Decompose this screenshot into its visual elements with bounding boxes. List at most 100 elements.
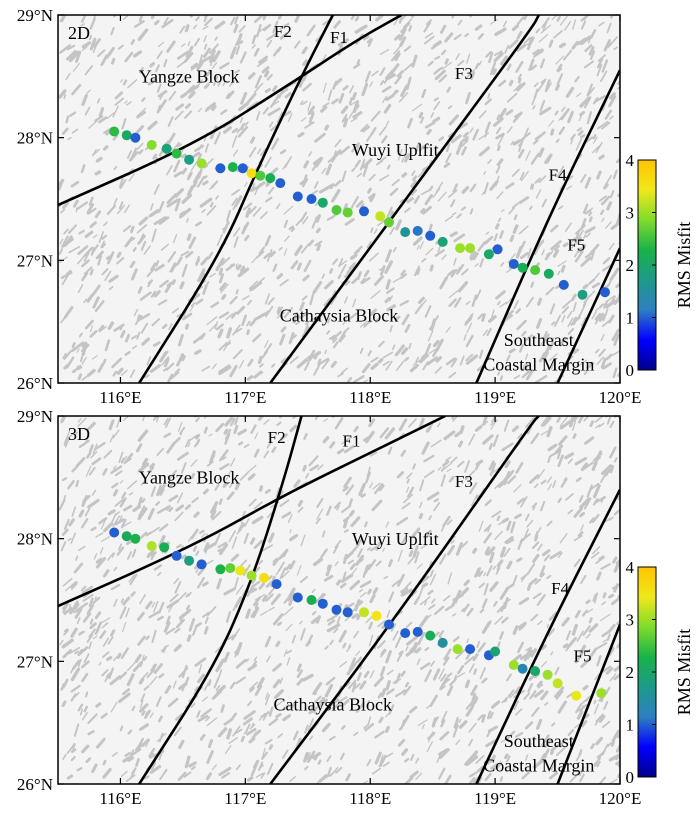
relief-stroke	[261, 751, 268, 760]
relief-stroke	[430, 40, 443, 50]
relief-stroke	[596, 170, 602, 180]
relief-stroke	[606, 742, 612, 748]
fault-label-f5: F5	[567, 236, 585, 255]
relief-stroke	[203, 15, 208, 23]
relief-stroke	[429, 694, 438, 707]
relief-stroke	[404, 356, 410, 362]
relief-stroke	[186, 173, 193, 181]
relief-stroke	[506, 309, 515, 317]
relief-stroke	[594, 761, 601, 767]
colorbar-tick-label: 4	[626, 151, 635, 170]
relief-stroke	[167, 373, 174, 383]
relief-stroke	[369, 193, 376, 203]
relief-stroke	[366, 758, 372, 767]
relief-stroke	[482, 416, 488, 426]
relief-stroke	[150, 15, 156, 20]
relief-stroke	[508, 207, 516, 215]
relief-stroke	[432, 345, 440, 358]
relief-stroke	[382, 547, 386, 552]
relief-stroke	[537, 620, 543, 626]
relief-stroke	[289, 776, 296, 783]
relief-stroke	[494, 615, 504, 625]
station-point	[375, 211, 386, 222]
relief-stroke	[244, 181, 248, 187]
relief-stroke	[459, 355, 465, 366]
relief-stroke	[353, 245, 363, 255]
relief-stroke	[190, 459, 198, 467]
relief-stroke	[70, 748, 77, 753]
relief-stroke	[247, 299, 253, 306]
relief-stroke	[593, 703, 599, 715]
relief-stroke	[226, 90, 235, 100]
relief-stroke	[335, 766, 343, 774]
relief-stroke	[349, 563, 357, 570]
relief-stroke	[293, 730, 299, 741]
relief-stroke	[153, 184, 160, 195]
relief-stroke	[517, 77, 522, 84]
relief-stroke	[464, 318, 472, 326]
relief-stroke	[594, 673, 600, 681]
relief-stroke	[557, 454, 564, 468]
station-point	[146, 541, 157, 551]
relief-stroke	[300, 243, 310, 254]
relief-stroke	[506, 126, 513, 134]
relief-stroke	[264, 694, 271, 706]
relief-stroke	[195, 255, 200, 265]
relief-stroke	[583, 234, 587, 239]
relief-stroke	[272, 20, 279, 34]
relief-stroke	[488, 315, 497, 323]
relief-stroke	[130, 225, 135, 234]
relief-stroke	[602, 308, 609, 322]
relief-stroke	[201, 365, 211, 372]
relief-stroke	[511, 168, 520, 177]
relief-stroke	[95, 556, 107, 569]
relief-stroke	[259, 416, 263, 419]
relief-stroke	[141, 457, 149, 469]
relief-stroke	[525, 353, 529, 360]
relief-stroke	[512, 625, 519, 635]
relief-stroke	[371, 499, 383, 512]
relief-stroke	[589, 420, 595, 428]
relief-stroke	[524, 513, 530, 522]
relief-stroke	[383, 75, 390, 84]
relief-stroke	[193, 511, 200, 518]
relief-stroke	[251, 580, 261, 588]
relief-stroke	[370, 362, 379, 370]
relief-stroke	[146, 550, 155, 559]
relief-stroke	[97, 49, 106, 58]
relief-stroke	[457, 664, 465, 675]
relief-stroke	[544, 79, 551, 93]
relief-stroke	[231, 135, 238, 148]
relief-stroke	[214, 532, 221, 546]
relief-stroke	[67, 136, 72, 141]
relief-stroke	[111, 482, 119, 489]
relief-stroke	[394, 52, 401, 62]
relief-stroke	[177, 771, 187, 781]
relief-stroke	[352, 298, 357, 308]
relief-stroke	[286, 649, 293, 654]
relief-stroke	[442, 656, 450, 666]
relief-stroke	[416, 658, 421, 666]
relief-stroke	[283, 703, 290, 711]
relief-stroke	[264, 738, 273, 745]
relief-stroke	[606, 42, 612, 48]
relief-stroke	[244, 121, 249, 127]
relief-stroke	[288, 332, 295, 345]
relief-stroke	[428, 515, 433, 521]
relief-stroke	[418, 512, 424, 520]
relief-stroke	[601, 601, 607, 606]
relief-stroke	[528, 675, 534, 681]
relief-stroke	[198, 54, 203, 65]
relief-stroke	[260, 544, 274, 552]
relief-stroke	[180, 148, 185, 153]
relief-stroke	[153, 564, 163, 571]
relief-stroke	[417, 168, 426, 178]
relief-stroke	[251, 34, 257, 45]
region-label-wuyi: Wuyi Uplfit	[352, 140, 439, 160]
relief-stroke	[206, 717, 218, 727]
relief-stroke	[92, 234, 98, 239]
relief-stroke	[370, 110, 381, 122]
relief-stroke	[363, 780, 369, 784]
relief-stroke	[314, 158, 323, 168]
relief-stroke	[119, 324, 124, 331]
